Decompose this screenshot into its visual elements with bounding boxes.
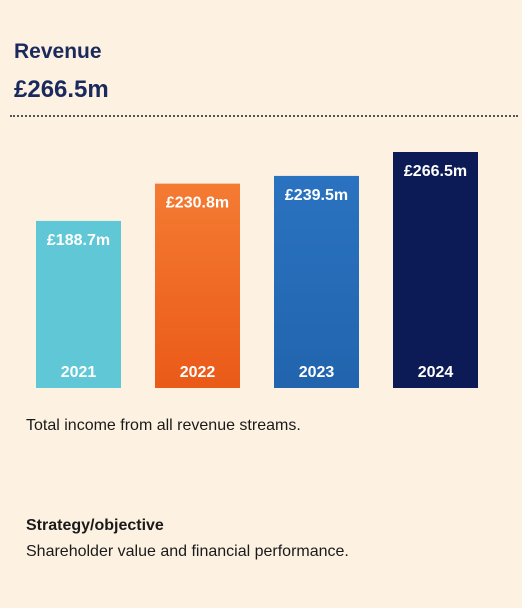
bar-2022 [155, 183, 240, 388]
chart-caption: Total income from all revenue streams. [26, 417, 301, 434]
revenue-bar-chart: £188.7m 2021 £230.8m 2022 £239.5m 2023 £266.5m… [36, 152, 478, 388]
dotted-divider [10, 115, 518, 117]
headline-value: £266.5m [14, 76, 109, 103]
bar-category-label: 2024 [418, 364, 454, 381]
bar-2023 [274, 175, 359, 388]
bar-value-label: £230.8m [166, 195, 229, 212]
bar-value-label: £266.5m [404, 163, 467, 180]
chart-title: Revenue [14, 40, 102, 63]
bar-category-label: 2023 [299, 364, 335, 381]
bar-2021 [36, 220, 121, 388]
bar-2024 [393, 152, 478, 388]
bar-category-label: 2022 [180, 364, 216, 381]
bar-value-label: £188.7m [47, 232, 110, 249]
strategy-heading: Strategy/objective [26, 517, 164, 534]
bar-value-label: £239.5m [285, 187, 348, 204]
strategy-text: Shareholder value and financial performa… [26, 543, 349, 560]
bar-category-label: 2021 [61, 364, 97, 381]
